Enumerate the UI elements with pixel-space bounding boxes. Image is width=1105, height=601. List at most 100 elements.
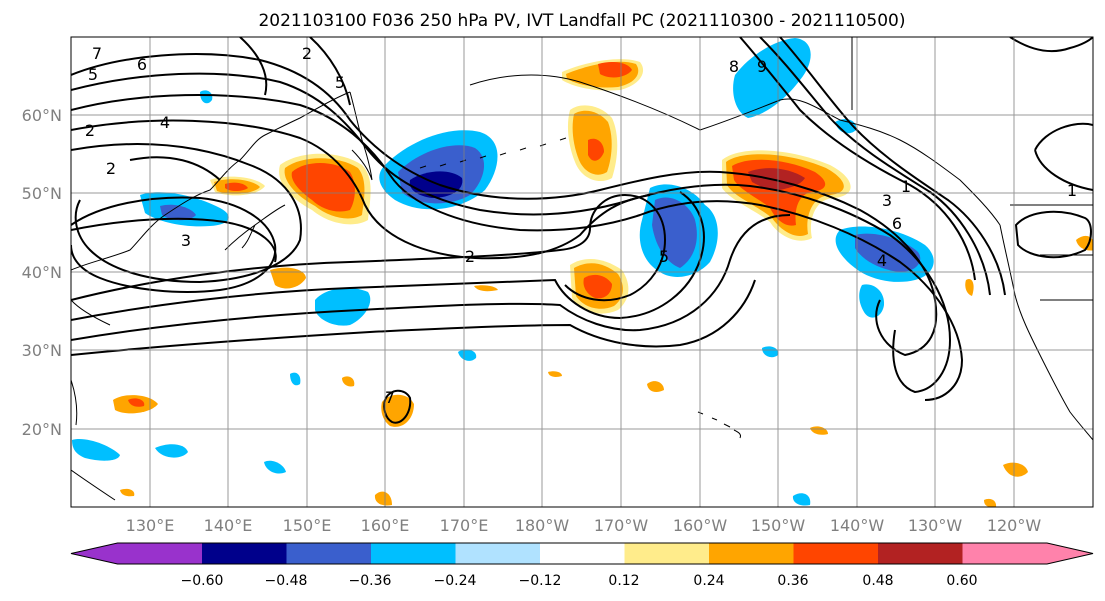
colorbar-tick-label: −0.12 — [519, 573, 562, 589]
colorbar-cell-max-extend — [962, 543, 1093, 564]
anomaly-region — [588, 138, 604, 161]
lat-label: 30°N — [22, 341, 62, 360]
lon-label: 130°W — [908, 516, 963, 535]
anomaly-region — [1076, 235, 1093, 251]
anomaly-region — [270, 267, 306, 289]
anomaly-region — [647, 381, 664, 392]
colorbar-tick-label: 0.48 — [862, 573, 893, 589]
contour-line — [71, 53, 938, 357]
china-coastline — [71, 299, 116, 501]
colorbar-cell-min-extend — [71, 543, 202, 564]
contour-label: 5 — [88, 65, 98, 84]
anomaly-region — [965, 278, 974, 296]
contour-label: 9 — [757, 57, 767, 76]
asia-coastline — [71, 91, 351, 271]
contour-line — [71, 119, 651, 260]
map-frame — [70, 36, 1094, 508]
lon-label: 120°W — [987, 516, 1042, 535]
lon-label: 130°E — [126, 516, 175, 535]
colorbar: −0.60 −0.48 −0.36 −0.24 −0.12 0.12 0.24 … — [70, 542, 1094, 589]
lat-label: 50°N — [22, 184, 62, 203]
contour-label: 6 — [137, 55, 147, 74]
lon-label: 170°W — [594, 516, 649, 535]
contour-label: 7 — [92, 44, 102, 63]
anomaly-region — [225, 182, 248, 191]
contour-label: 2 — [106, 159, 116, 178]
contour-line — [759, 37, 991, 296]
contour-line — [71, 93, 964, 401]
anomaly-region — [810, 426, 828, 435]
aleutian-islands — [419, 137, 567, 169]
anomaly-region — [120, 488, 135, 497]
anomaly-region — [762, 346, 779, 358]
lat-label: 60°N — [22, 106, 62, 125]
contour-label: 5 — [335, 73, 345, 92]
lon-label: 180°W — [515, 516, 570, 535]
colorbar-tick-labels: −0.60 −0.48 −0.36 −0.24 −0.12 0.12 0.24 … — [181, 573, 978, 589]
anomaly-region — [733, 38, 811, 118]
north-america-coastline — [999, 224, 1093, 441]
colorbar-cell — [624, 543, 709, 564]
contour-line — [1014, 210, 1092, 259]
contour-label: 3 — [882, 191, 892, 210]
contour-line — [1009, 37, 1093, 53]
contour-label: 3 — [181, 231, 191, 250]
lon-label: 170°E — [440, 516, 489, 535]
anomaly-region — [984, 498, 997, 507]
colorbar-tick-label: 0.12 — [608, 573, 639, 589]
colorbar-cells — [70, 542, 1094, 565]
gridlines — [71, 37, 1093, 507]
anomaly-region — [598, 62, 632, 78]
anomaly-region — [72, 439, 120, 461]
lat-label: 20°N — [22, 420, 62, 439]
contour-label: 7 — [385, 388, 395, 407]
alaska-coastline — [469, 74, 1001, 226]
coastlines — [71, 37, 1093, 501]
contour-line — [129, 156, 221, 181]
colorbar-cell — [878, 543, 963, 564]
colorbar-cell — [286, 543, 371, 564]
latitude-labels: 60°N 50°N 40°N 30°N 20°N — [22, 106, 62, 439]
anomaly-region — [458, 349, 477, 361]
anomaly-region — [160, 204, 196, 221]
anomaly-region — [374, 491, 392, 506]
anomaly-region — [155, 444, 188, 458]
lon-label: 150°E — [283, 516, 332, 535]
lon-label: 160°W — [673, 516, 728, 535]
anomaly-region — [474, 285, 498, 292]
colorbar-cell — [709, 543, 794, 564]
anomaly-region — [264, 460, 286, 474]
colorbar-tick-label: 0.60 — [946, 573, 977, 589]
colorbar-cell — [202, 543, 287, 564]
anomaly-region — [128, 398, 145, 407]
anomaly-region — [291, 163, 355, 212]
colorbar-tick-label: −0.36 — [349, 573, 392, 589]
anomaly-region — [859, 284, 885, 318]
contour-line — [239, 37, 268, 96]
colorbar-tick-label: −0.60 — [181, 573, 224, 589]
contour-label: 6 — [892, 214, 902, 233]
map-panel: 7 6 5 4 2 2 2 2 5 8 9 1 3 6 4 7 1 5 3 — [70, 36, 1094, 508]
anomaly-region — [200, 90, 213, 104]
lon-label: 140°W — [830, 516, 885, 535]
anomaly-region — [792, 493, 811, 506]
colorbar-tick-label: −0.48 — [265, 573, 308, 589]
colorbar-cell — [540, 543, 625, 564]
contour-labels: 7 6 5 4 2 2 2 2 5 8 9 1 3 6 4 7 1 5 3 — [85, 44, 1077, 407]
contour-line — [1034, 122, 1093, 191]
figure-title: 2021103100 F036 250 hPa PV, IVT Landfall… — [258, 11, 905, 31]
anomaly-region — [1003, 462, 1028, 477]
colorbar-frame — [70, 542, 1094, 565]
anomaly-region — [290, 372, 301, 386]
lon-label: 150°W — [751, 516, 806, 535]
canada-border — [851, 37, 1093, 301]
colorbar-tick-label: 0.24 — [693, 573, 724, 589]
lat-label: 40°N — [22, 263, 62, 282]
contour-label: 1 — [1067, 181, 1077, 200]
contour-line — [309, 37, 351, 106]
contour-label: 2 — [302, 44, 312, 63]
longitude-labels: 130°E 140°E 150°E 160°E 170°E 180°W 170°… — [126, 516, 1042, 535]
contour-line — [71, 143, 302, 284]
lon-label: 160°E — [361, 516, 410, 535]
contour-line — [739, 37, 976, 281]
